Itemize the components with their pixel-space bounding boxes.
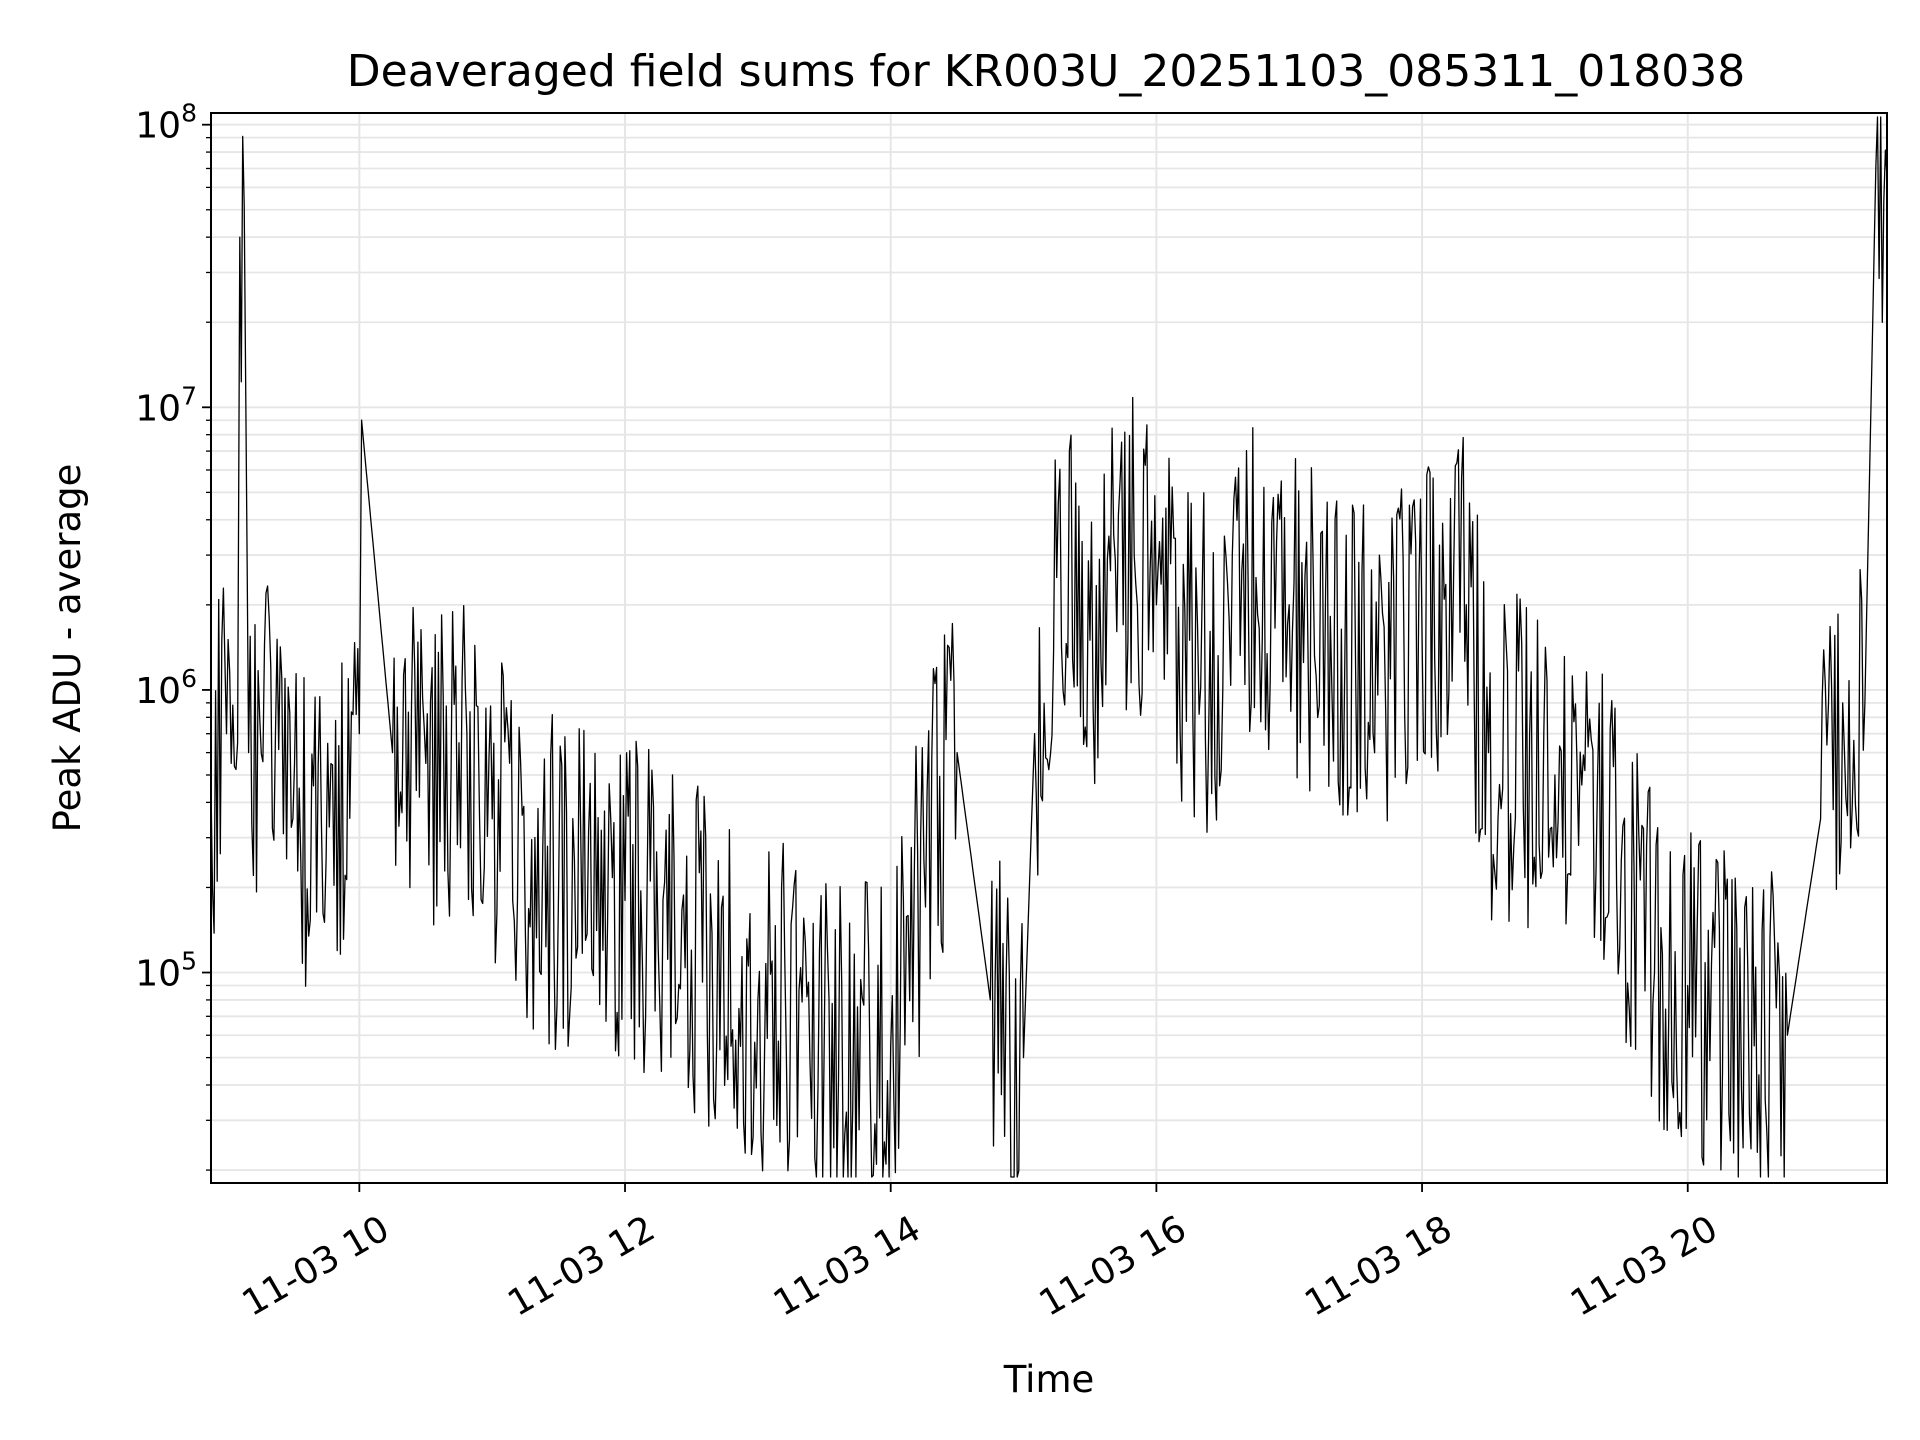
- x-axis-label: Time: [1003, 1358, 1095, 1401]
- series-line: [210, 116, 1888, 1178]
- y-tick-label: 105: [135, 947, 197, 995]
- y-tick-label: 107: [135, 381, 197, 429]
- y-axis-label: Peak ADU - average: [46, 464, 89, 833]
- chart-title: Deaveraged field sums for KR003U_2025110…: [347, 46, 1745, 97]
- y-tick-label: 106: [135, 664, 197, 712]
- y-tick-label: 108: [135, 99, 197, 147]
- y-axis: 105 106 107 108: [135, 99, 211, 1171]
- gridlines: [211, 113, 1887, 1183]
- plot-frame: [210, 112, 1888, 1184]
